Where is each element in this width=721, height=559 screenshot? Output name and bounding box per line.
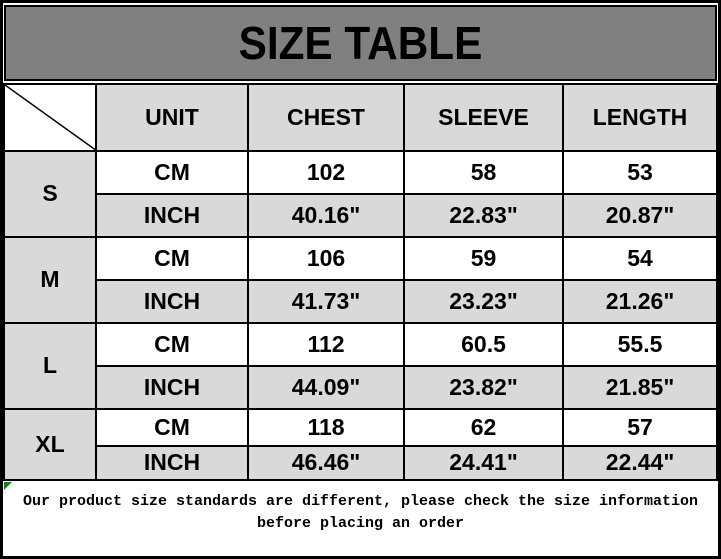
size-table: UNIT CHEST SLEEVE LENGTH S CM 102 58 53 … [3,83,718,481]
sleeve-cell: 22.83" [403,192,564,238]
page-title: SIZE TABLE [238,17,483,69]
table-header-row: UNIT CHEST SLEEVE LENGTH [3,83,718,152]
unit-cell: CM [95,407,249,447]
table-row-xl-cm: XL CM 118 62 57 [3,407,718,481]
sleeve-cell: 23.23" [403,278,564,324]
sleeve-cell: 23.82" [403,364,564,410]
size-label-l: L [3,321,97,410]
unit-cell: INCH [95,364,249,410]
length-cell: 55.5 [562,321,718,367]
chest-cell: 46.46" [247,444,405,481]
sleeve-cell: 62 [403,407,564,447]
chest-cell: 44.09" [247,364,405,410]
col-header-chest: CHEST [247,83,405,152]
chest-cell: 102 [247,149,405,195]
length-cell: 53 [562,149,718,195]
size-label-xl: XL [3,407,97,481]
col-header-unit: UNIT [95,83,249,152]
chest-cell: 41.73" [247,278,405,324]
unit-cell: CM [95,149,249,195]
length-cell: 22.44" [562,444,718,481]
table-row-xl-inch: INCH 46.46" 24.41" 22.44" [4,444,718,481]
unit-cell: INCH [95,278,249,324]
title-bar: SIZE TABLE [4,5,717,81]
table-row-s-cm: S CM 102 58 53 [3,149,718,238]
col-header-sleeve: SLEEVE [403,83,564,152]
diagonal-header-cell [3,83,97,152]
table-row-l-inch: INCH 44.09" 23.82" 21.85" [4,364,718,410]
footnote: Our product size standards are different… [3,480,718,556]
table-row-m-cm: M CM 106 59 54 [3,235,718,324]
length-cell: 54 [562,235,718,281]
chest-cell: 118 [247,407,405,447]
footnote-line1: Our product size standards are different… [22,492,699,510]
unit-cell: CM [95,321,249,367]
sleeve-cell: 60.5 [403,321,564,367]
length-cell: 20.87" [562,192,718,238]
diagonal-line-icon [6,85,94,149]
col-header-length: LENGTH [562,83,718,152]
cell-corner-marker-icon [4,481,12,490]
sleeve-cell: 24.41" [403,444,564,481]
sleeve-cell: 58 [403,149,564,195]
size-label-m: M [3,235,97,324]
table-row-l-cm: L CM 112 60.5 55.5 [3,321,718,410]
chest-cell: 106 [247,235,405,281]
length-cell: 57 [562,407,718,447]
table-row-s-inch: INCH 40.16" 22.83" 20.87" [4,192,718,238]
table-row-m-inch: INCH 41.73" 23.23" 21.26" [4,278,718,324]
size-label-s: S [3,149,97,238]
chest-cell: 112 [247,321,405,367]
chest-cell: 40.16" [247,192,405,238]
unit-cell: CM [95,235,249,281]
length-cell: 21.85" [562,364,718,410]
length-cell: 21.26" [562,278,718,324]
unit-cell: INCH [95,444,249,481]
footnote-line2: before placing an order [256,514,465,532]
unit-cell: INCH [95,192,249,238]
sleeve-cell: 59 [403,235,564,281]
